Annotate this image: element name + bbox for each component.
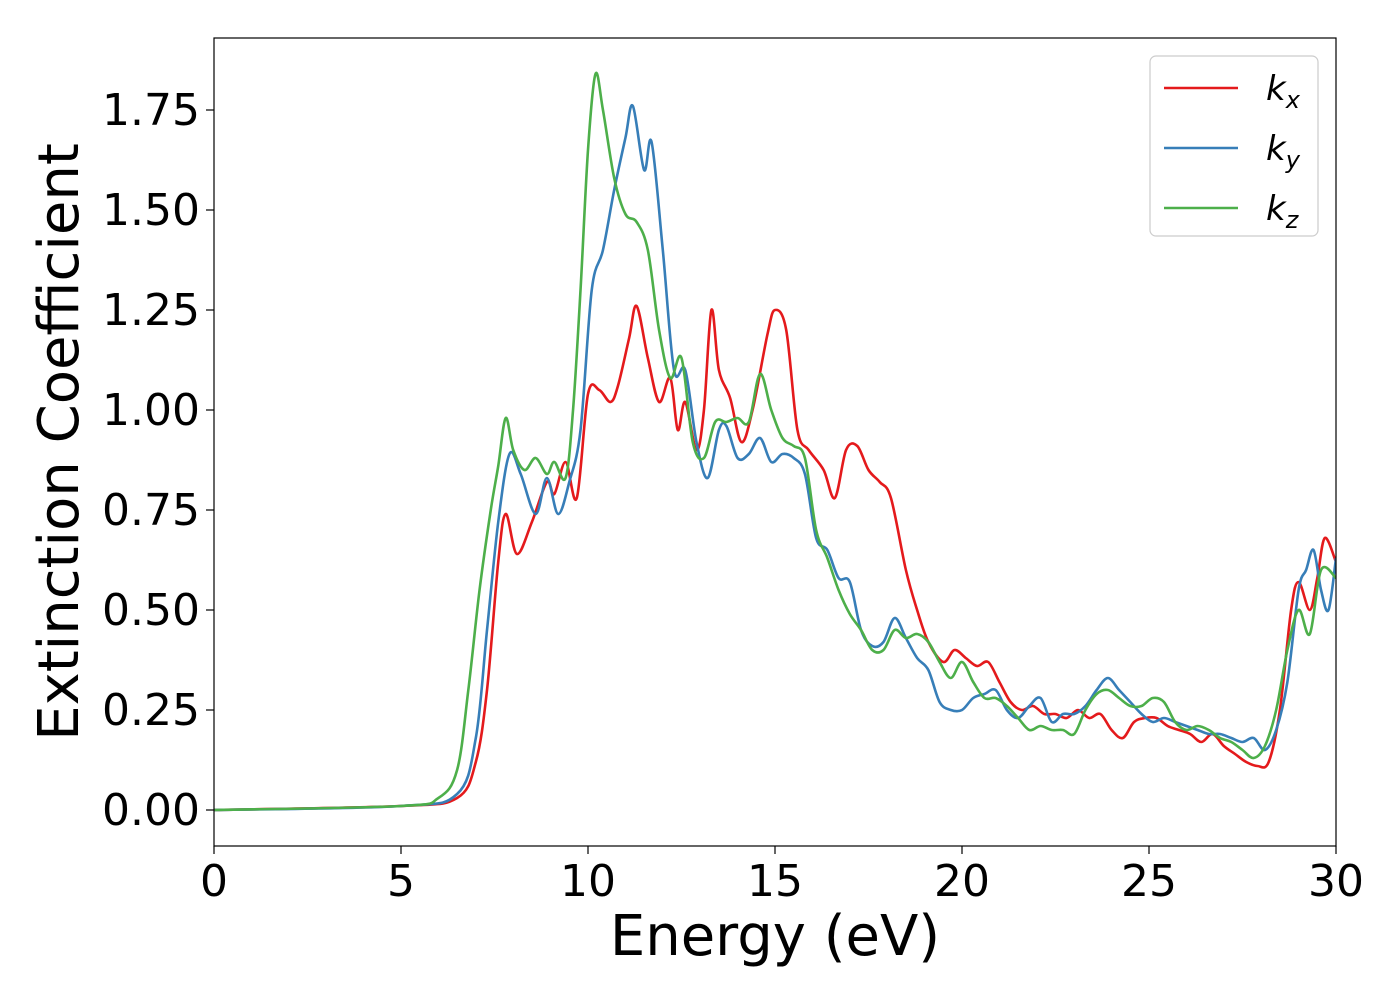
y-tick-label: 0.00 xyxy=(102,785,200,836)
x-tick-label: 20 xyxy=(934,856,990,907)
legend-subscript: z xyxy=(1285,206,1300,234)
legend-symbol: k xyxy=(1266,129,1287,169)
series-layer xyxy=(214,71,1336,812)
plot-area xyxy=(214,38,1336,846)
legend-label-ky: ky xyxy=(1266,129,1301,174)
y-axis: 0.00 0.25 0.50 0.75 1.00 1.25 1.50 1.75 xyxy=(102,85,214,836)
legend-label-kx: kx xyxy=(1266,69,1301,114)
x-tick-label: 5 xyxy=(387,856,415,907)
x-tick-label: 0 xyxy=(200,856,228,907)
legend-symbol: k xyxy=(1266,69,1287,109)
x-axis: 0 5 10 15 20 25 30 xyxy=(200,846,1364,907)
legend-subscript: y xyxy=(1285,146,1301,174)
x-tick-label: 10 xyxy=(560,856,616,907)
x-tick-label: 15 xyxy=(747,856,803,907)
y-tick-label: 1.50 xyxy=(102,185,200,236)
series-line-kz xyxy=(214,71,1336,812)
y-tick-label: 1.75 xyxy=(102,85,200,136)
series-line-kx xyxy=(214,304,1336,812)
x-axis-title: Energy (eV) xyxy=(610,904,940,969)
legend-box xyxy=(1149,55,1319,237)
y-tick-label: 0.25 xyxy=(102,685,200,736)
y-tick-label: 1.00 xyxy=(102,385,200,436)
y-axis-title: Extinction Coefficient xyxy=(27,143,92,741)
x-tick-label: 25 xyxy=(1121,856,1177,907)
legend-label-kz: kz xyxy=(1266,189,1300,234)
series-line-ky xyxy=(214,103,1336,812)
y-tick-label: 0.50 xyxy=(102,585,200,636)
y-tick-label: 0.75 xyxy=(102,485,200,536)
y-tick-label: 1.25 xyxy=(102,285,200,336)
x-tick-label: 30 xyxy=(1308,856,1364,907)
legend-symbol: k xyxy=(1266,189,1287,229)
legend-subscript: x xyxy=(1285,86,1301,114)
